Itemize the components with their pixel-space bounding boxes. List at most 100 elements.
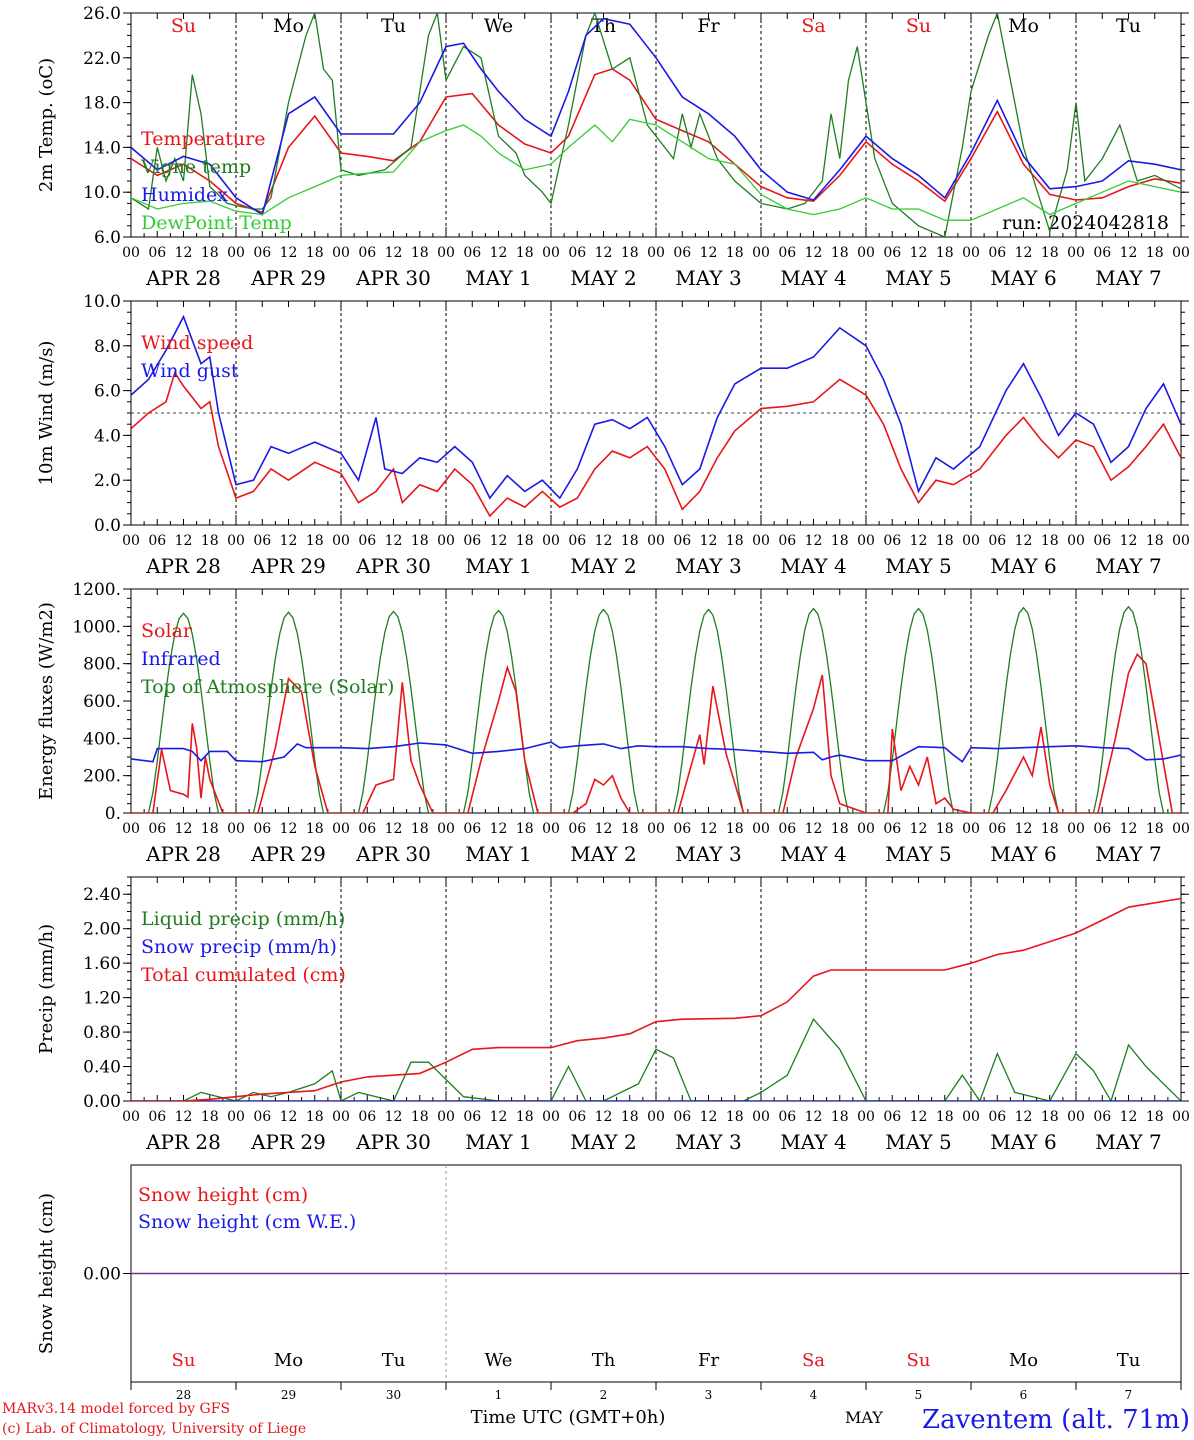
- hour-tick-label: 12: [1120, 533, 1138, 549]
- chart-panel-4: 0.00 0.40 0.80 1.20 1.60 2.00 2.40 Precip (mm/h…: [36, 876, 1190, 1154]
- series-line-vigne-temp: [131, 13, 1181, 237]
- y-tick-label: 1.60: [83, 954, 121, 974]
- hour-tick-label: 00: [962, 821, 980, 837]
- date-label: MAY 3: [675, 266, 741, 290]
- hour-tick-label: 12: [700, 533, 718, 549]
- series-line-total-cumulated-cm-: [131, 897, 1181, 1101]
- weekday-label-bottom: Su: [172, 1350, 196, 1371]
- hour-tick-label: 06: [568, 245, 586, 261]
- y-tick-label: 18.0: [83, 94, 121, 114]
- date-label: MAY 3: [675, 1130, 741, 1154]
- date-label: APR 29: [250, 266, 326, 290]
- date-label: MAY 7: [1095, 266, 1161, 290]
- hour-tick-label: 12: [280, 1109, 298, 1125]
- hour-tick-label: 12: [1015, 1109, 1033, 1125]
- y-tick-label: 14.0: [83, 138, 121, 158]
- date-label: MAY 5: [885, 1130, 951, 1154]
- hour-tick-label: 06: [1093, 1109, 1111, 1125]
- hour-tick-label: 06: [778, 533, 796, 549]
- hour-tick-label: 06: [463, 821, 481, 837]
- weekday-label-bottom: Mo: [1009, 1350, 1038, 1371]
- hour-tick-label: 00: [122, 821, 140, 837]
- hour-tick-label: 00: [227, 1109, 245, 1125]
- hour-tick-label: 06: [463, 533, 481, 549]
- hour-tick-label: 06: [883, 821, 901, 837]
- weekday-label-top: Su: [171, 15, 196, 37]
- weekday-label-top: Mo: [273, 15, 304, 37]
- hour-tick-label: 18: [936, 821, 954, 837]
- hour-tick-label: 12: [385, 1109, 403, 1125]
- hour-tick-label: 06: [568, 1109, 586, 1125]
- hour-tick-label: 00: [962, 245, 980, 261]
- hour-tick-label: 18: [306, 821, 324, 837]
- day-number-label: 7: [1125, 1388, 1133, 1402]
- hour-tick-label: 00: [1172, 245, 1190, 261]
- hour-tick-label: 18: [1041, 821, 1059, 837]
- hour-tick-label: 18: [726, 533, 744, 549]
- hour-tick-label: 06: [148, 245, 166, 261]
- hour-tick-label: 18: [516, 533, 534, 549]
- hour-tick-label: 12: [595, 245, 613, 261]
- hour-tick-label: 18: [411, 1109, 429, 1125]
- hour-tick-label: 12: [700, 245, 718, 261]
- hour-tick-label: 18: [621, 821, 639, 837]
- hour-tick-label: 18: [411, 245, 429, 261]
- series-line-solar: [131, 652, 1181, 813]
- y-tick-label: 0.: [105, 804, 121, 824]
- hour-tick-label: 12: [280, 533, 298, 549]
- hour-tick-label: 06: [148, 533, 166, 549]
- y-tick-label: 26.0: [83, 4, 121, 24]
- hour-tick-label: 06: [883, 1109, 901, 1125]
- hour-tick-label: 00: [227, 245, 245, 261]
- date-label: APR 29: [250, 842, 326, 866]
- hour-tick-label: 06: [253, 245, 271, 261]
- series-layer: [131, 897, 1181, 1101]
- series-line-liquid-precip-mm-h-: [131, 1018, 1181, 1101]
- hour-tick-label: 12: [805, 1109, 823, 1125]
- day-number-label: 2: [600, 1388, 608, 1402]
- hour-tick-label: 12: [910, 821, 928, 837]
- hour-tick-label: 00: [857, 821, 875, 837]
- weekday-label-bottom: Tu: [382, 1350, 406, 1371]
- hour-tick-label: 12: [595, 821, 613, 837]
- hour-tick-label: 00: [1067, 245, 1085, 261]
- y-tick-label: 800.: [83, 655, 121, 675]
- hour-tick-label: 00: [437, 533, 455, 549]
- run-label: run: 2024042818: [1002, 212, 1169, 234]
- day-number-label: 5: [915, 1388, 923, 1402]
- hour-tick-label: 06: [358, 821, 376, 837]
- hour-tick-label: 06: [1093, 533, 1111, 549]
- hour-tick-label: 06: [988, 245, 1006, 261]
- legend-entry: Infrared: [141, 648, 221, 670]
- hour-tick-label: 00: [542, 821, 560, 837]
- series-layer: [131, 605, 1181, 813]
- hour-tick-label: 06: [463, 1109, 481, 1125]
- legend-entry: Snow height (cm W.E.): [138, 1211, 356, 1233]
- hour-tick-label: 18: [1146, 1109, 1164, 1125]
- hour-tick-label: 06: [358, 1109, 376, 1125]
- model-credit: MARv3.14 model forced by GFS: [2, 1401, 230, 1417]
- hour-tick-label: 18: [831, 533, 849, 549]
- hour-tick-label: 12: [175, 1109, 193, 1125]
- hour-tick-label: 00: [227, 821, 245, 837]
- plot-frame: [130, 588, 1182, 814]
- date-label: APR 28: [145, 1130, 221, 1154]
- y-tick-label: 10.0: [83, 292, 121, 312]
- weekday-label-bottom: We: [485, 1350, 513, 1371]
- hour-tick-label: 00: [437, 245, 455, 261]
- hour-tick-label: 00: [752, 245, 770, 261]
- weekday-label-top: Tu: [381, 15, 406, 37]
- hour-tick-label: 00: [542, 245, 560, 261]
- chart-panel-2: 0.0 2.0 4.0 6.0 8.0 10.0 10m Wind (m/s) 00 06 12 1…: [36, 292, 1190, 578]
- hour-tick-label: 12: [700, 821, 718, 837]
- day-number-label: 1: [495, 1388, 503, 1402]
- hour-tick-label: 12: [385, 533, 403, 549]
- date-label: MAY 6: [990, 842, 1056, 866]
- hour-tick-label: 00: [227, 533, 245, 549]
- weekday-label-bottom: Tu: [1117, 1350, 1141, 1371]
- hour-tick-label: 18: [306, 245, 324, 261]
- hour-tick-label: 06: [358, 245, 376, 261]
- hour-tick-label: 00: [647, 821, 665, 837]
- series-line-dewpoint-temp: [131, 118, 1181, 221]
- weekday-label-top: Sa: [801, 15, 825, 37]
